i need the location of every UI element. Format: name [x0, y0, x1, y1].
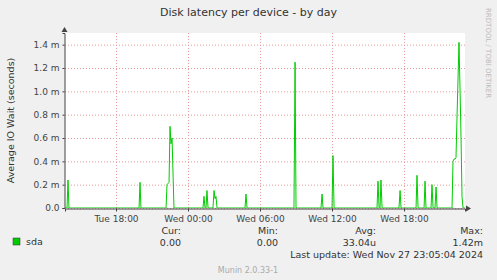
y-tick-label: 0.6 m [34, 133, 60, 143]
grid-line-y [65, 91, 465, 92]
grid-line-x [188, 33, 189, 208]
y-tick: 0.4 m [34, 157, 65, 167]
y-tick-label: 0.8 m [34, 110, 60, 120]
x-tick-label: Wed 18:00 [380, 214, 429, 224]
stat-value: 0.00 [257, 237, 278, 248]
x-tick: Wed 06:00 [236, 209, 285, 224]
grid-line-x [116, 33, 117, 208]
x-tick-label: Wed 12:00 [308, 214, 357, 224]
grid-line-y [65, 185, 465, 186]
plot-marks [65, 42, 465, 208]
y-tick: 0.2 m [34, 180, 65, 190]
x-tick-mark [260, 209, 261, 212]
grid-line-x [260, 33, 261, 208]
y-tick-mark [63, 91, 65, 92]
y-tick-mark [63, 115, 65, 116]
x-tick-mark [404, 209, 405, 212]
y-tick-label: 0.2 m [34, 180, 60, 190]
x-tick: Wed 12:00 [308, 209, 357, 224]
stat-value: 1.42m [453, 237, 483, 248]
y-tick-label: 0.0 [45, 203, 60, 213]
x-tick-mark [188, 209, 189, 212]
stat-label: Max: [460, 225, 483, 236]
footer: Munin 2.0.33-1 [218, 266, 278, 275]
grid [65, 33, 465, 209]
data-line [65, 42, 465, 208]
y-tick-mark [63, 208, 65, 209]
x-tick-label: Tue 18:00 [93, 214, 138, 224]
chart: Tue 18:00 Wed 00:00 Wed 06:00 Wed 12:00 Wed … [0, 0, 497, 280]
y-tick-mark [63, 185, 65, 186]
title: Disk latency per device - by day [160, 6, 338, 19]
x-arrow [466, 206, 471, 212]
x-tick: Wed 18:00 [380, 209, 429, 224]
y-tick-mark [63, 45, 65, 46]
y-tick-label: 1.0 m [34, 87, 60, 97]
stat-label: Avg: [355, 225, 376, 236]
stat-value: 0.00 [160, 237, 181, 248]
y-arrow [62, 27, 68, 32]
x-tick-mark [332, 209, 333, 212]
y-tick: 1.2 m [34, 63, 65, 73]
y-axis-title: Average IO Wait (seconds) [5, 58, 16, 184]
background [0, 0, 497, 280]
y-tick: 0.6 m [34, 133, 65, 143]
x-tick-label: Wed 06:00 [236, 214, 285, 224]
x-axis: Tue 18:00 Wed 00:00 Wed 06:00 Wed 12:00 Wed … [66, 209, 466, 224]
grid-line-x [404, 33, 405, 208]
last-update: Last update: Wed Nov 27 23:05:04 2024 [290, 249, 483, 260]
y-tick: 1.4 m [34, 40, 65, 50]
y-axis: 0.0 0.2 m 0.4 m 0.6 m 0.8 m 1.0 m 1.2 m 1.4 m [34, 34, 65, 214]
x-tick-label: Wed 00:00 [164, 214, 213, 224]
watermark: RRDTOOL / TOBI OETIKER [484, 8, 492, 98]
y-tick-mark [63, 161, 65, 162]
x-tick: Tue 18:00 [93, 209, 138, 224]
stat-label: Cur: [161, 225, 181, 236]
x-axis-line [66, 209, 466, 212]
y-tick-label: 1.2 m [34, 63, 60, 73]
x-tick: Wed 00:00 [164, 209, 213, 224]
grid-line-y [65, 68, 465, 69]
y-tick: 1.0 m [34, 87, 65, 97]
y-tick-label: 1.4 m [34, 40, 60, 50]
y-tick-label: 0.4 m [34, 157, 60, 167]
x-tick-mark [116, 209, 117, 212]
legend-swatch [13, 238, 20, 245]
plot-area [65, 33, 465, 208]
y-axis-line [63, 34, 66, 209]
y-tick-mark [63, 138, 65, 139]
y-tick: 0.0 [45, 203, 64, 213]
y-tick-mark [63, 68, 65, 69]
stat-label: Min: [258, 225, 278, 236]
legend-label: sda [26, 236, 43, 247]
stat-value: 33.04u [343, 237, 376, 248]
y-tick: 0.8 m [34, 110, 65, 120]
